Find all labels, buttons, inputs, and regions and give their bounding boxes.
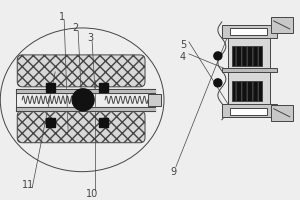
FancyBboxPatch shape (17, 111, 145, 143)
Bar (230, 28, 267, 35)
Circle shape (214, 79, 222, 87)
Bar (148, 94, 161, 106)
Text: 1: 1 (59, 12, 65, 22)
Bar (46, 83, 55, 92)
Text: 3: 3 (87, 33, 93, 43)
Bar (222, 25, 277, 38)
Bar (271, 17, 293, 33)
Text: 2: 2 (72, 23, 78, 33)
Text: 4: 4 (180, 52, 186, 62)
Text: 5: 5 (180, 40, 186, 50)
Bar (232, 81, 262, 101)
Bar (222, 68, 277, 72)
Bar (222, 104, 277, 117)
Ellipse shape (0, 28, 164, 172)
Text: 11: 11 (22, 180, 34, 190)
Bar (228, 37, 270, 70)
Bar (230, 108, 267, 115)
Bar (228, 72, 270, 105)
Bar (46, 118, 55, 127)
Bar (232, 46, 262, 66)
Text: 10: 10 (86, 189, 98, 199)
Bar (99, 83, 108, 92)
Circle shape (72, 89, 94, 111)
Bar (271, 105, 293, 121)
Text: 9: 9 (170, 167, 176, 177)
Circle shape (214, 52, 222, 60)
Bar (99, 118, 108, 127)
FancyBboxPatch shape (17, 55, 145, 87)
